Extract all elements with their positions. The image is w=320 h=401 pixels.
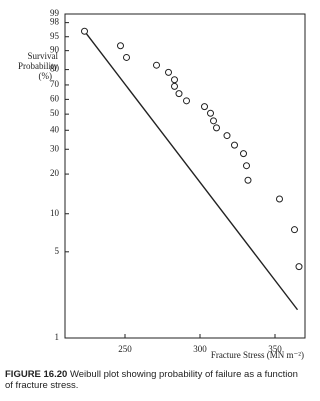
y-tick-label: 98 [50, 17, 60, 27]
chart: Survival Probability (%) Fracture Stress… [18, 8, 306, 360]
data-point [291, 226, 298, 234]
data-point [81, 27, 88, 35]
data-point [210, 117, 217, 125]
y-tick-label: 99 [50, 8, 60, 18]
caption-text: Weibull plot showing probability of fail… [5, 369, 298, 391]
data-point [240, 150, 247, 158]
y-tick-label: 1 [55, 332, 60, 342]
y-tick-label: 10 [50, 208, 60, 218]
caption-label: FIGURE 16.20 [5, 369, 68, 380]
data-point [243, 162, 250, 170]
caption: FIGURE 16.20 Weibull plot showing probab… [5, 369, 305, 391]
data-point [295, 263, 303, 271]
y-tick-label: 90 [50, 45, 60, 55]
x-tick-label: 300 [193, 344, 207, 354]
y-axis-label: (%) [39, 71, 53, 81]
y-tick-label: 30 [50, 143, 60, 153]
data-point [123, 53, 130, 61]
data-point [244, 176, 252, 184]
plot-frame [64, 13, 306, 339]
data-point [213, 124, 220, 132]
data-point [175, 90, 183, 98]
data-point [231, 141, 238, 149]
y-tick-label: 80 [50, 64, 60, 74]
y-tick-label: 60 [50, 93, 60, 103]
x-tick-label: 250 [118, 344, 132, 354]
data-point [153, 61, 160, 69]
y-tick-label: 40 [50, 124, 60, 134]
data-point [183, 97, 190, 105]
data-point [171, 76, 178, 84]
y-tick-label: 95 [50, 31, 60, 41]
data-point [117, 42, 124, 50]
y-tick-label: 50 [50, 108, 60, 118]
y-axis-label: Survival [28, 51, 59, 61]
data-point [223, 132, 231, 140]
y-tick-label: 20 [50, 168, 60, 178]
data-point [207, 109, 214, 117]
x-tick-label: 350 [268, 344, 282, 354]
y-tick-label: 70 [50, 79, 60, 89]
fit-line [83, 30, 299, 311]
y-axis-label: Probability [18, 61, 58, 71]
y-tick-label: 5 [55, 246, 60, 256]
data-point [165, 68, 172, 76]
data-point [276, 195, 283, 203]
data-point [171, 82, 178, 90]
x-axis-label: Fracture Stress (MN m⁻²) [211, 350, 304, 360]
data-point [201, 103, 208, 111]
